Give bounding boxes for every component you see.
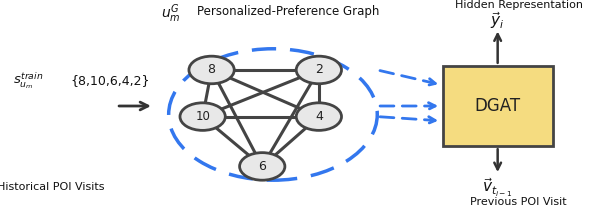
Ellipse shape — [296, 56, 342, 84]
Text: $\vec{y}_i$: $\vec{y}_i$ — [491, 10, 505, 31]
Text: $u^G_m$: $u^G_m$ — [161, 3, 181, 25]
Ellipse shape — [180, 103, 225, 130]
Ellipse shape — [240, 153, 285, 180]
Text: Hidden Representation: Hidden Representation — [455, 0, 582, 10]
Text: $s^{train}_{u_m}$: $s^{train}_{u_m}$ — [13, 70, 44, 91]
Text: 2: 2 — [315, 63, 323, 77]
Text: Historical POI Visits: Historical POI Visits — [0, 181, 104, 192]
Text: 4: 4 — [315, 110, 323, 123]
Text: $\vec{v}_{t_{i-1}}$: $\vec{v}_{t_{i-1}}$ — [482, 176, 513, 199]
Text: 6: 6 — [258, 160, 266, 173]
Text: DGAT: DGAT — [474, 97, 521, 115]
Ellipse shape — [189, 56, 234, 84]
Text: 10: 10 — [195, 110, 210, 123]
Text: {8,10,6,4,2}: {8,10,6,4,2} — [70, 74, 150, 87]
Text: 8: 8 — [207, 63, 216, 77]
Text: Personalized-Preference Graph: Personalized-Preference Graph — [197, 5, 379, 18]
Ellipse shape — [296, 103, 342, 130]
FancyBboxPatch shape — [442, 66, 552, 146]
Text: Previous POI Visit: Previous POI Visit — [470, 197, 567, 208]
